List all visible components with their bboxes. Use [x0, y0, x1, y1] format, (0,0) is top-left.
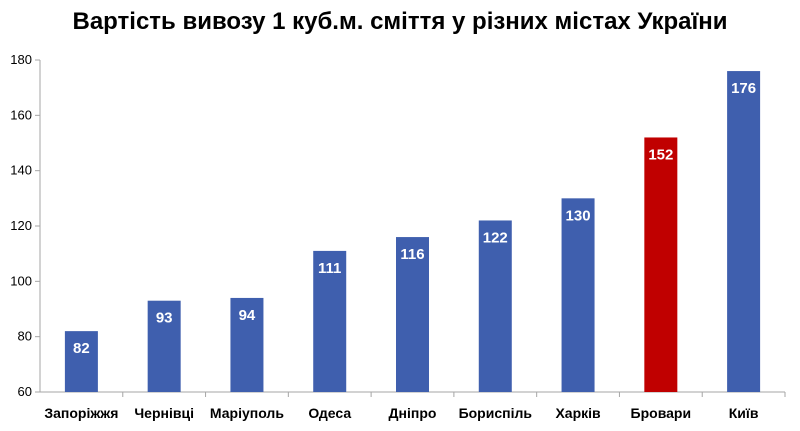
category-label: Одеса [308, 405, 351, 421]
data-label: 82 [73, 340, 90, 357]
bar [147, 300, 181, 392]
y-tick-label: 60 [18, 384, 32, 399]
data-label: 176 [731, 80, 756, 97]
bar [644, 137, 678, 392]
y-tick-label: 120 [10, 218, 32, 233]
data-label: 111 [318, 260, 341, 277]
y-tick-label: 100 [10, 273, 32, 288]
data-label: 152 [648, 146, 673, 163]
data-label: 93 [156, 310, 173, 327]
category-label: Київ [729, 405, 759, 421]
category-label: Чернівці [134, 405, 194, 421]
bar [313, 250, 347, 392]
bar [396, 237, 429, 392]
category-label: Бровари [631, 405, 692, 421]
category-label: Запоріжжя [44, 405, 118, 421]
y-tick-label: 140 [10, 163, 32, 178]
bar [561, 198, 595, 392]
data-label: 130 [566, 207, 591, 224]
y-tick-label: 180 [10, 52, 32, 67]
bar [727, 71, 761, 393]
bar [230, 297, 264, 392]
data-label: 122 [483, 229, 508, 246]
category-label: Харків [555, 405, 601, 421]
category-label: Дніпро [389, 405, 437, 421]
bar [64, 331, 98, 392]
category-label: Бориспіль [459, 405, 533, 421]
data-label: 94 [239, 307, 256, 324]
bar [478, 220, 512, 392]
y-tick-label: 160 [10, 107, 32, 122]
data-label: 116 [400, 246, 424, 263]
y-tick-label: 80 [18, 329, 32, 344]
chart-title: Вартість вивозу 1 куб.м. сміття у різних… [72, 8, 728, 35]
category-label: Маріуполь [210, 405, 284, 421]
